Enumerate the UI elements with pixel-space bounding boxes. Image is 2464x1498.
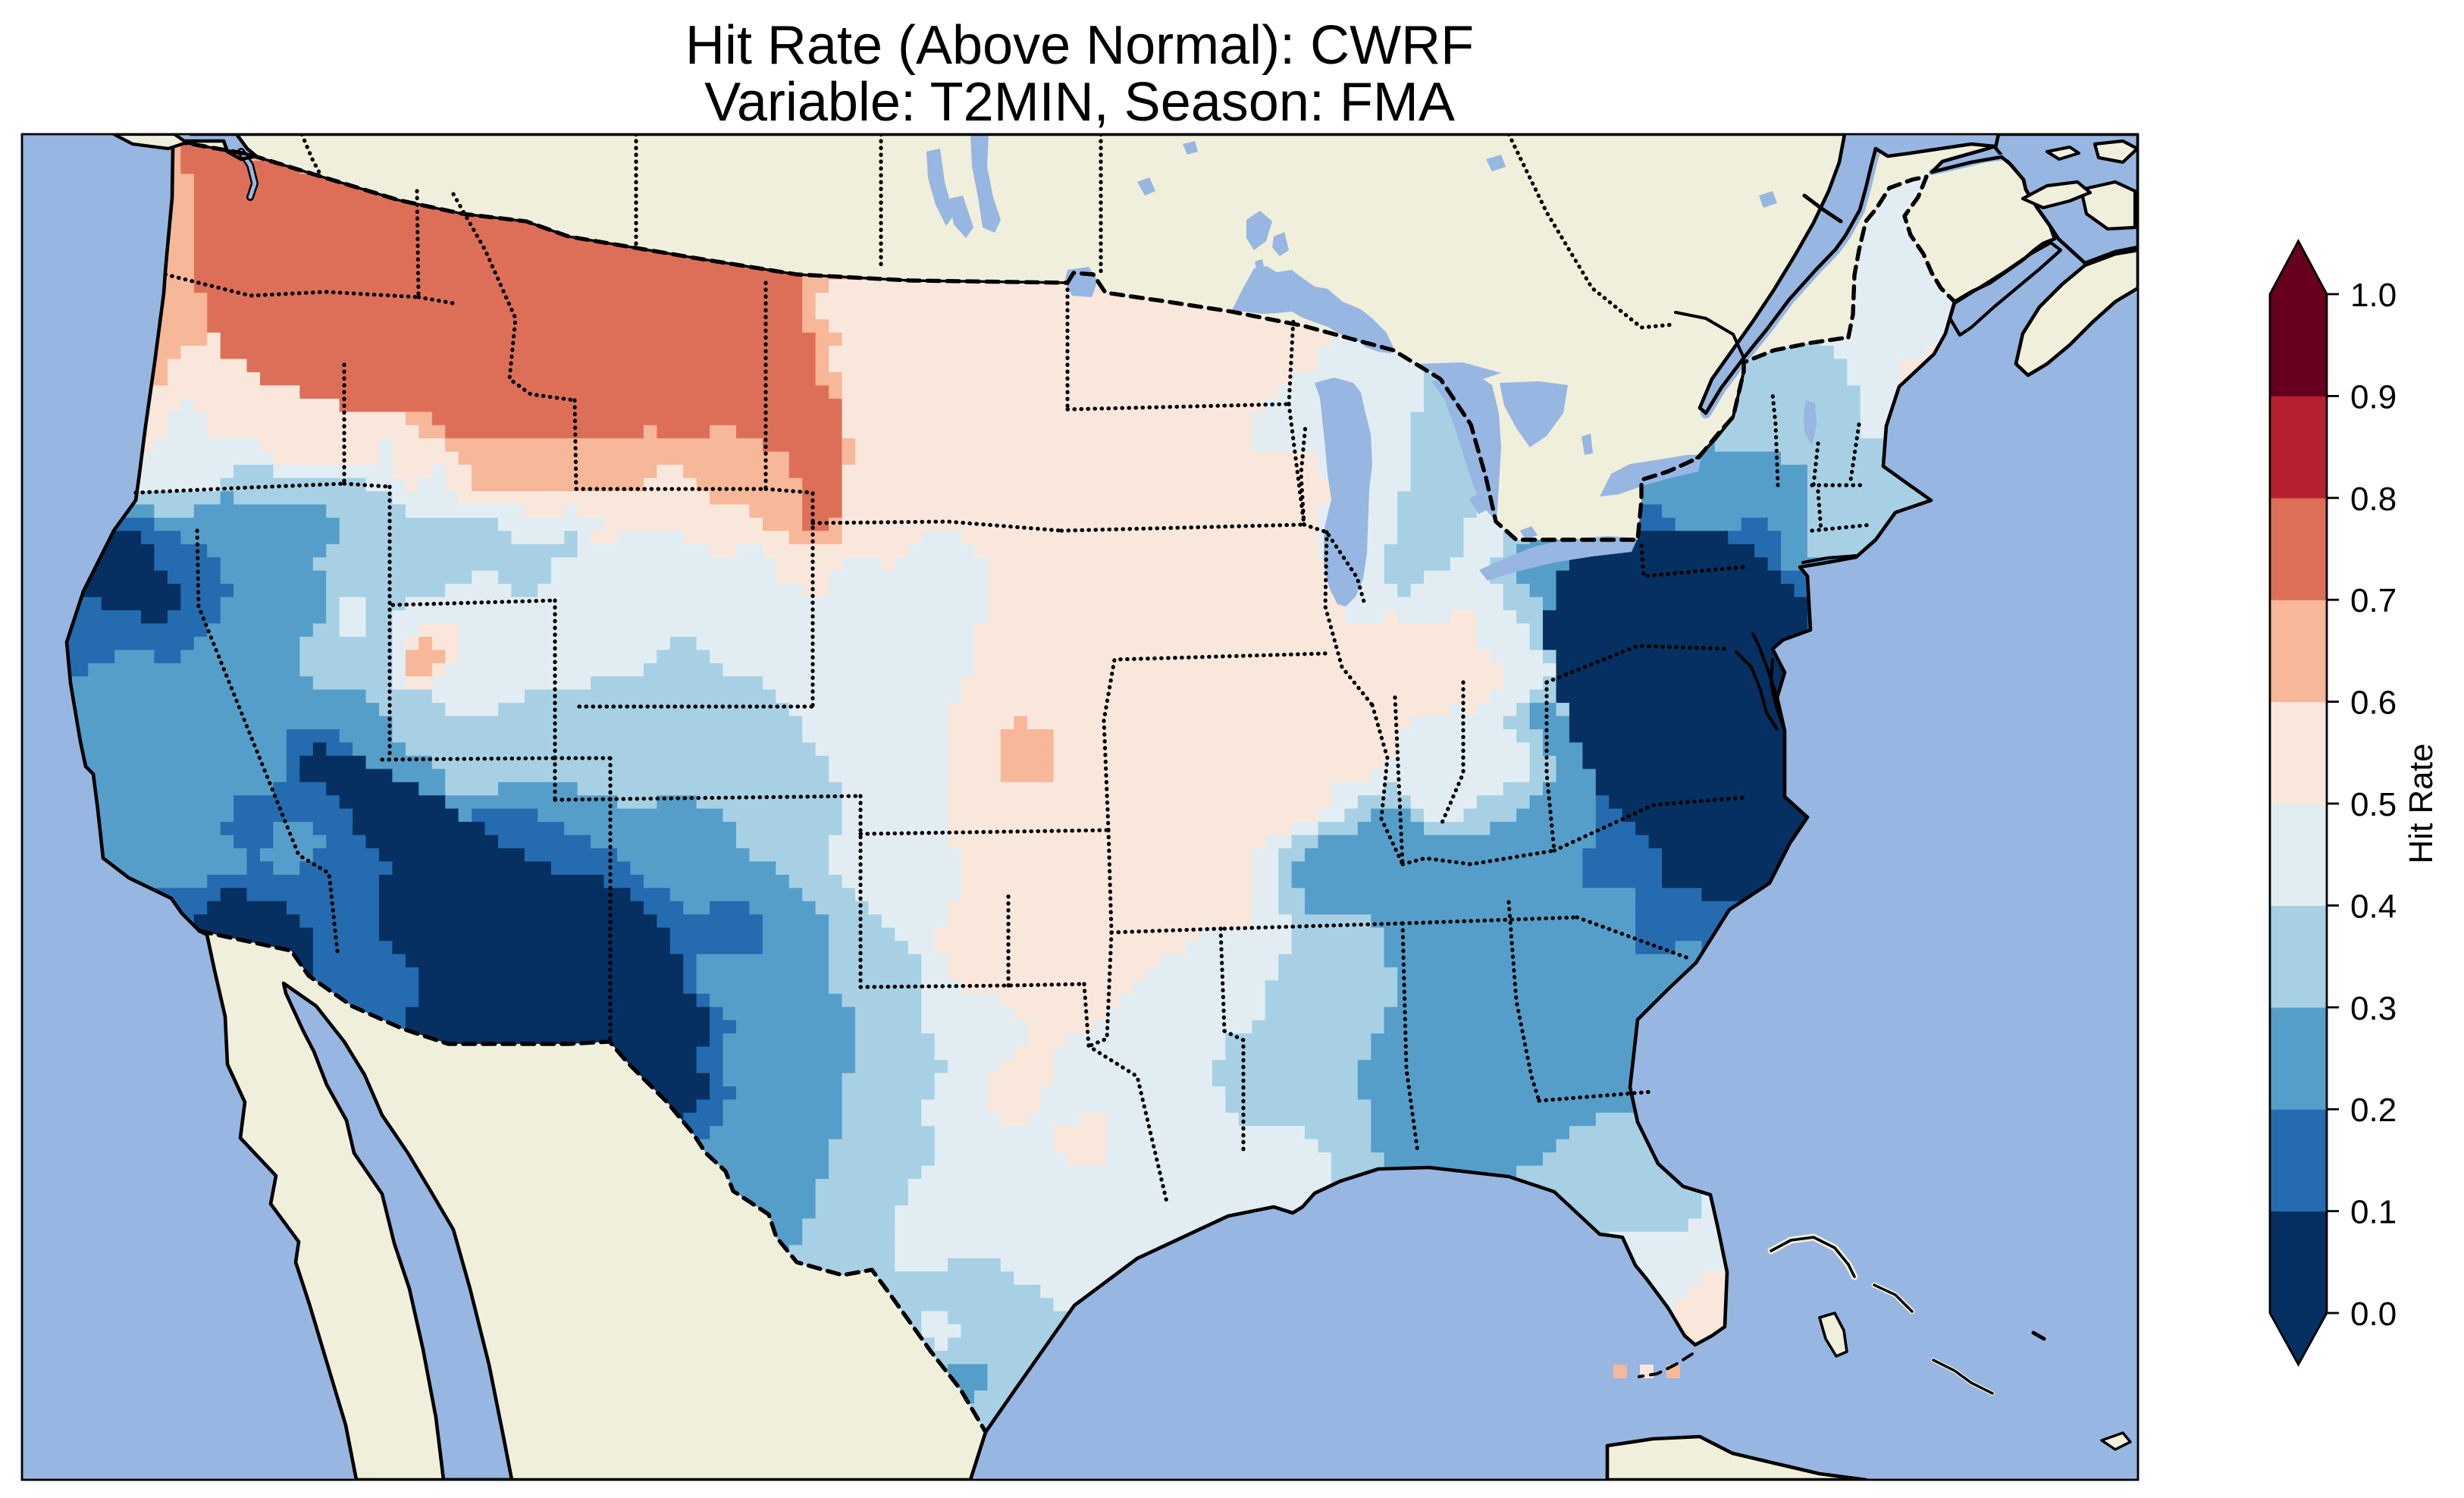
svg-text:0.0: 0.0 (2350, 1296, 2397, 1333)
svg-text:0.9: 0.9 (2350, 378, 2397, 415)
svg-text:0.7: 0.7 (2350, 582, 2397, 619)
svg-text:0.1: 0.1 (2350, 1194, 2397, 1231)
svg-text:Variable: T2MIN, Season: FMA: Variable: T2MIN, Season: FMA (704, 72, 1455, 133)
svg-text:Hit Rate: Hit Rate (2403, 744, 2440, 864)
svg-text:0.2: 0.2 (2350, 1092, 2397, 1129)
svg-text:0.4: 0.4 (2350, 888, 2397, 925)
svg-text:0.3: 0.3 (2350, 990, 2397, 1027)
svg-text:Hit Rate (Above Normal): CWRF: Hit Rate (Above Normal): CWRF (685, 15, 1474, 76)
svg-text:0.5: 0.5 (2350, 786, 2397, 823)
svg-text:0.6: 0.6 (2350, 685, 2397, 722)
svg-text:1.0: 1.0 (2350, 277, 2397, 314)
svg-text:0.8: 0.8 (2350, 481, 2397, 518)
